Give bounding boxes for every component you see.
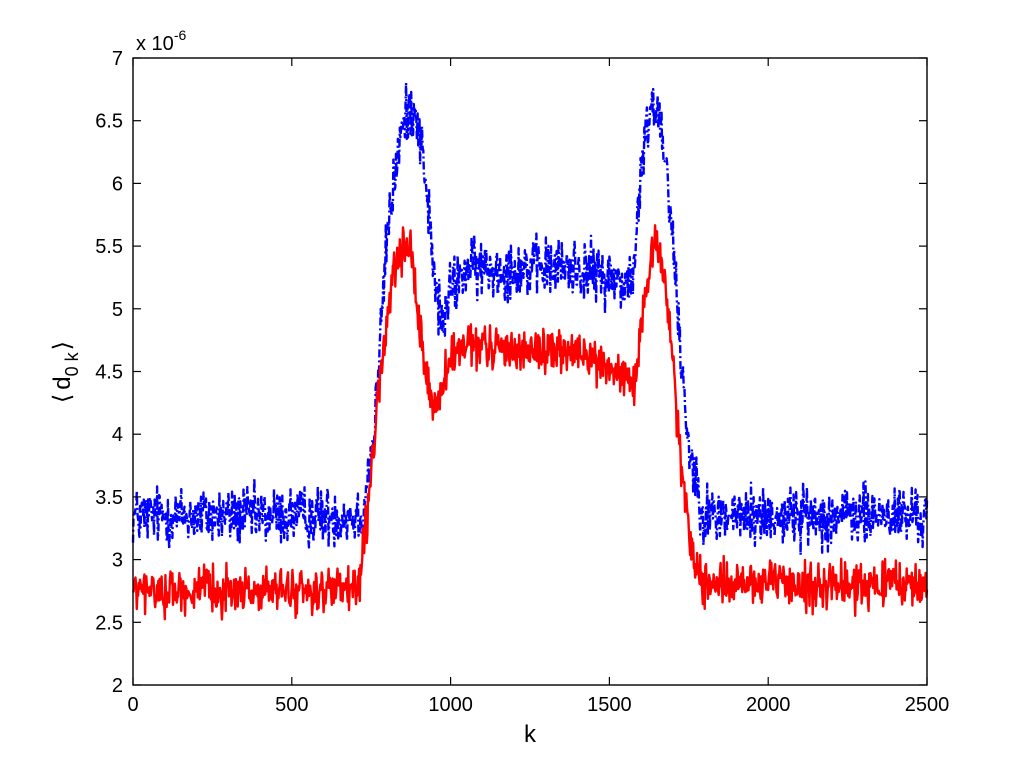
y-tick-label: 6	[112, 173, 123, 195]
series-line-1	[131, 81, 929, 557]
x-tick-label: 2500	[905, 694, 950, 716]
x-tick-label: 1000	[428, 694, 473, 716]
y-tick-label: 5	[112, 299, 123, 321]
x-tick-label: 500	[275, 694, 308, 716]
y-tick-label: 6.5	[95, 111, 123, 133]
y-tick-label: 7	[112, 48, 123, 70]
series-layer	[131, 81, 929, 621]
y-tick-label: 4.5	[95, 362, 123, 384]
y-tick-label: 3.5	[95, 487, 123, 509]
x-tick-label: 0	[127, 694, 138, 716]
y-tick-label: 2.5	[95, 612, 123, 634]
y-axis-exponent: x 10-6	[136, 27, 186, 55]
y-tick-label: 5.5	[95, 236, 123, 258]
x-axis-label: k	[524, 721, 537, 748]
x-tick-label: 2000	[746, 694, 791, 716]
y-axis-label: ⟨d0 k⟩	[49, 341, 82, 403]
x-tick-label: 1500	[587, 694, 632, 716]
y-tick-label: 3	[112, 550, 123, 572]
series-line-2	[131, 224, 929, 621]
y-tick-label: 2	[112, 675, 123, 697]
y-tick-label: 4	[112, 424, 123, 446]
ticks-layer: 0 500 1000 1500 2000 2500 2 2.5 3 3.5 4 4.5 5 5.5 6 6.5…	[95, 48, 949, 716]
